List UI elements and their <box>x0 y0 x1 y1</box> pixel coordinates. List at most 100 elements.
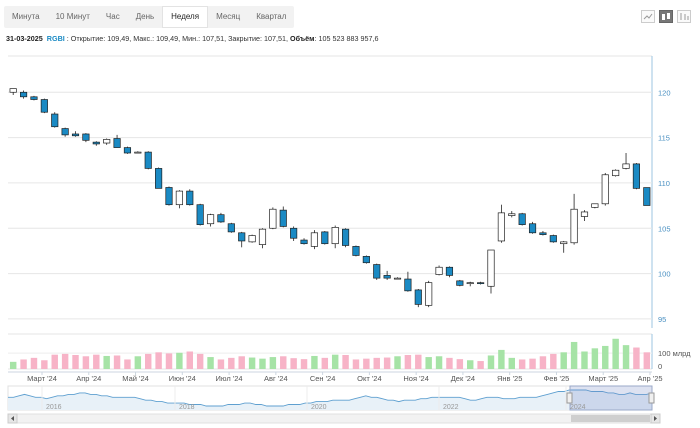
navigator[interactable]: 2016 2018 2020 2022 2024 <box>7 385 661 424</box>
candle-body <box>487 249 495 287</box>
tab-month[interactable]: Месяц <box>216 12 241 21</box>
volume-bar <box>435 356 443 369</box>
tab-minute[interactable]: Минута <box>12 12 40 21</box>
candle-body <box>113 138 121 148</box>
candle-body <box>123 147 132 154</box>
candle-body <box>445 266 454 276</box>
time-tick-label: Дек '24 <box>451 374 475 383</box>
candle-body <box>30 96 38 100</box>
candle-body <box>528 223 537 234</box>
candlestick-icon[interactable] <box>659 10 673 23</box>
tab-10-minutes[interactable]: 10 Минут <box>55 12 90 21</box>
volume-bar <box>570 341 578 369</box>
volume-bar <box>622 345 630 369</box>
price-tick-label: 120 <box>658 88 671 97</box>
candle-body <box>300 239 308 245</box>
time-axis: Март '24 Апр '24 Май '24 Июн '24 Июл '24 Авг … <box>8 371 663 383</box>
volume-bar <box>207 357 214 369</box>
candle-body <box>165 187 173 206</box>
candle-body <box>71 133 80 137</box>
ohlc-info-line: 31-03-2025 RGBI : Открытие: 109,49, Макс… <box>6 34 379 43</box>
volume-bar <box>259 358 266 369</box>
volume-bar <box>124 359 131 369</box>
volume-bar <box>539 356 547 369</box>
volume-bar <box>331 354 339 369</box>
tab-day[interactable]: День <box>135 12 155 21</box>
candle-body <box>331 227 339 245</box>
candle-body <box>393 277 402 280</box>
tab-week[interactable]: Неделя <box>162 6 209 28</box>
chart-grid <box>8 55 653 328</box>
bar-chart-icon[interactable] <box>677 10 691 23</box>
volume-bar <box>342 355 349 369</box>
volume-bar <box>238 356 245 369</box>
candle-body <box>425 282 433 306</box>
volume-bar <box>508 357 515 369</box>
candle-body <box>518 213 526 225</box>
candle-body <box>383 275 391 279</box>
scroll-right-arrow-icon <box>654 416 657 421</box>
navigator-series <box>8 389 653 407</box>
navigator-window[interactable] <box>569 385 653 411</box>
volume-bar <box>196 353 204 369</box>
volume-bar <box>82 356 90 369</box>
scrollbar-thumb[interactable] <box>571 415 650 422</box>
candle-body <box>560 241 568 245</box>
volume-bar <box>228 357 235 369</box>
navigator-year-label: 2018 <box>179 404 195 411</box>
info-high-label: Макс.: <box>133 34 155 43</box>
volume-bar <box>352 359 360 369</box>
candle-body <box>477 282 485 285</box>
candle-body <box>9 88 17 93</box>
navigator-right-handle[interactable] <box>648 392 655 404</box>
info-open-label: Открытие: <box>70 34 106 43</box>
volume-bar <box>280 356 287 369</box>
info-high: 109,49 <box>156 34 179 43</box>
time-tick-label: Янв '25 <box>497 374 522 383</box>
candle-body <box>321 231 329 245</box>
volume-bar <box>41 360 48 369</box>
time-tick-label: Март '25 <box>588 374 618 383</box>
candle-body <box>632 163 640 189</box>
candle-body <box>643 187 651 206</box>
candle-body <box>61 128 69 136</box>
time-tick-label: Апр '24 <box>76 374 101 383</box>
candle-body <box>217 214 225 223</box>
volume-bar <box>176 352 183 369</box>
candles <box>9 88 651 308</box>
candle-body <box>40 99 48 113</box>
time-tick-label: Ноя '24 <box>403 374 429 383</box>
line-chart-icon[interactable] <box>641 10 655 23</box>
time-tick-label: Сен '24 <box>310 374 336 383</box>
price-tick-label: 115 <box>658 134 670 143</box>
volume-bar <box>487 355 495 369</box>
volume-bar <box>321 357 329 369</box>
volume-bar <box>113 355 121 369</box>
volume-bar <box>134 356 142 369</box>
volume-bar <box>9 361 17 369</box>
info-close: 107,51 <box>264 34 286 43</box>
tab-quarter[interactable]: Квартал <box>256 12 287 21</box>
candle-body <box>539 232 547 235</box>
navigator-left-handle[interactable] <box>566 392 573 404</box>
candle-body <box>175 190 183 206</box>
scrollbar-track[interactable] <box>7 413 661 424</box>
candle-body <box>196 204 204 225</box>
tab-hour[interactable]: Час <box>105 12 120 21</box>
volume-bar <box>145 353 152 369</box>
info-low-label: Мин.: <box>182 34 201 43</box>
volume-bar <box>51 354 58 369</box>
time-tick-label: Июл '24 <box>216 374 243 383</box>
candle-body <box>310 232 318 247</box>
info-open: 109,49 <box>107 34 130 43</box>
volume-bar <box>591 348 599 369</box>
scroll-left-arrow-icon <box>11 416 14 421</box>
navigator-area <box>8 390 652 410</box>
candle-body <box>612 169 620 177</box>
volume-bar <box>186 351 193 369</box>
volume-bar <box>404 355 412 369</box>
price-tick-label: 95 <box>658 315 666 324</box>
volume-bar <box>61 353 69 369</box>
volume-bar <box>477 361 484 369</box>
